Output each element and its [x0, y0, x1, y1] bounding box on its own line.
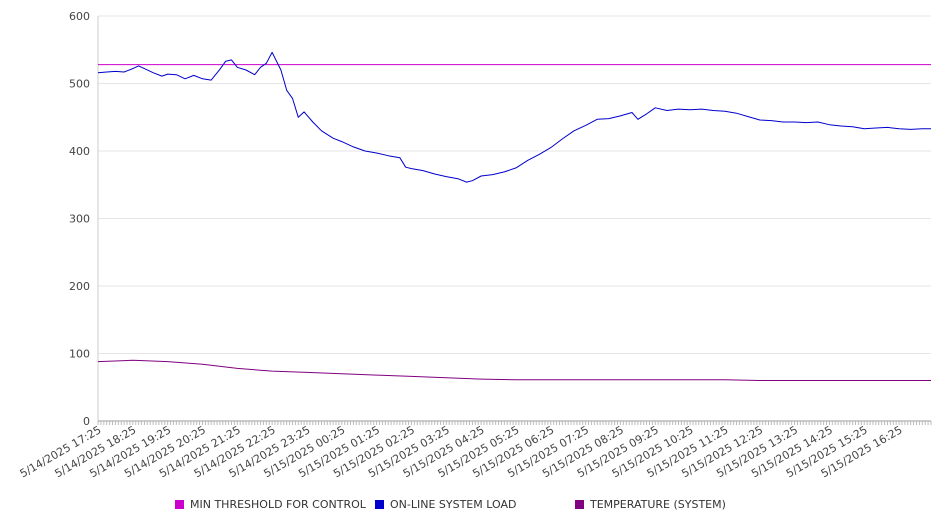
y-tick-labels: 0 100 200 300 400 500 600: [69, 10, 90, 428]
y-tick-label: 200: [69, 280, 90, 293]
legend: MIN THRESHOLD FOR CONTROL ON-LINE SYSTEM…: [0, 498, 946, 514]
y-tick-label: 100: [69, 348, 90, 361]
legend-item-system-load: ON-LINE SYSTEM LOAD: [375, 498, 516, 511]
y-tick-label: 300: [69, 213, 90, 226]
axes: [97, 16, 932, 425]
y-tick-label: 0: [83, 415, 90, 428]
y-tick-label: 400: [69, 145, 90, 158]
series-line-2: [97, 359, 931, 381]
legend-label-min-threshold: MIN THRESHOLD FOR CONTROL: [190, 498, 366, 511]
legend-label-temperature: TEMPERATURE (SYSTEM): [590, 498, 726, 511]
y-tick-label: 600: [69, 10, 90, 23]
x-tick-labels: 5/14/2025 17:255/14/2025 18:255/14/2025 …: [18, 423, 905, 480]
series-lines: [97, 51, 931, 381]
gridlines: [98, 15, 931, 354]
legend-swatch-temperature: [575, 500, 584, 509]
series-line-1: [97, 51, 931, 183]
legend-swatch-min-threshold: [175, 500, 184, 509]
legend-label-system-load: ON-LINE SYSTEM LOAD: [390, 498, 517, 511]
legend-item-min-threshold: MIN THRESHOLD FOR CONTROL: [175, 498, 366, 511]
y-tick-label: 500: [69, 78, 90, 91]
legend-item-temperature: TEMPERATURE (SYSTEM): [575, 498, 726, 511]
legend-swatch-system-load: [375, 500, 384, 509]
